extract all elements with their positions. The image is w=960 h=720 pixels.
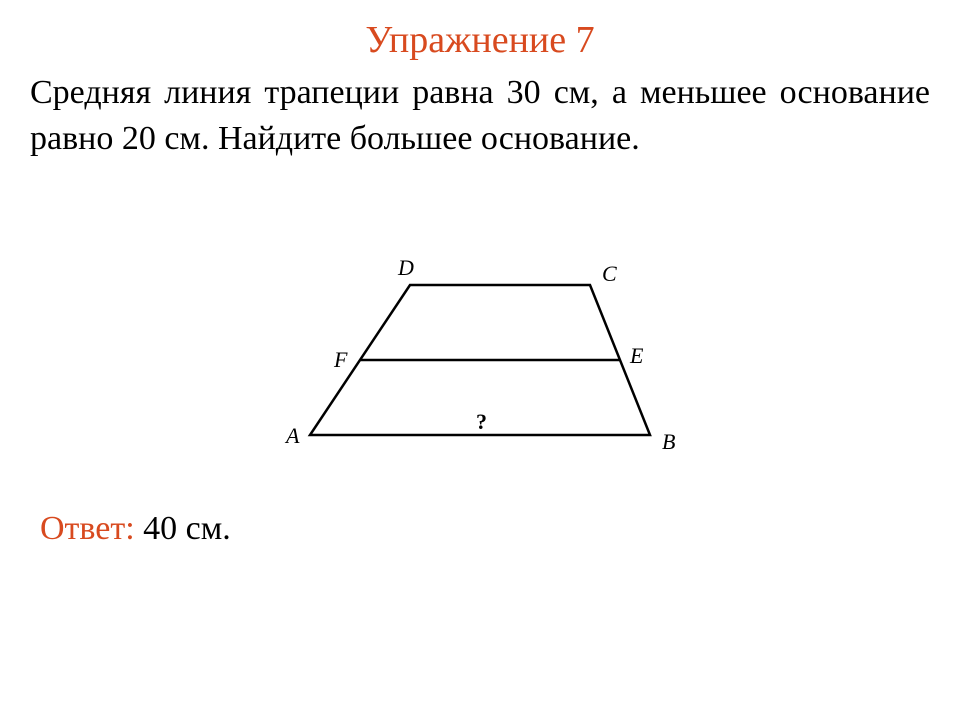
label-C: C [602,261,617,286]
answer-label: Ответ: [40,510,135,547]
label-D: D [397,255,414,280]
unknown-mark: ? [476,409,487,434]
label-B: B [662,429,675,454]
label-F: F [333,347,348,372]
problem-statement: Средняя линия трапеции равна 30 см, а ме… [30,70,930,162]
label-A: A [284,423,300,448]
exercise-title: Упражнение 7 [0,18,960,62]
label-E: E [629,343,644,368]
trapezoid-diagram: A B C D F E ? [270,245,690,475]
answer-value: 40 см. [135,510,231,547]
answer-line: Ответ: 40 см. [40,510,231,548]
page: Упражнение 7 Средняя линия трапеции равн… [0,0,960,720]
